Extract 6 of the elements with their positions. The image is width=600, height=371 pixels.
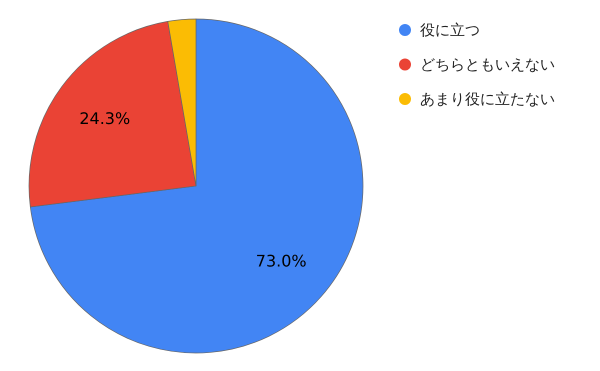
legend-label: あまり役に立たない <box>420 90 555 108</box>
data-label: 24.3% <box>79 108 130 128</box>
legend-label: どちらともいえない <box>420 56 555 74</box>
data-label: 73.0% <box>256 252 307 271</box>
pie-slice <box>30 18 364 354</box>
legend-label: 役に立つ <box>420 21 480 39</box>
